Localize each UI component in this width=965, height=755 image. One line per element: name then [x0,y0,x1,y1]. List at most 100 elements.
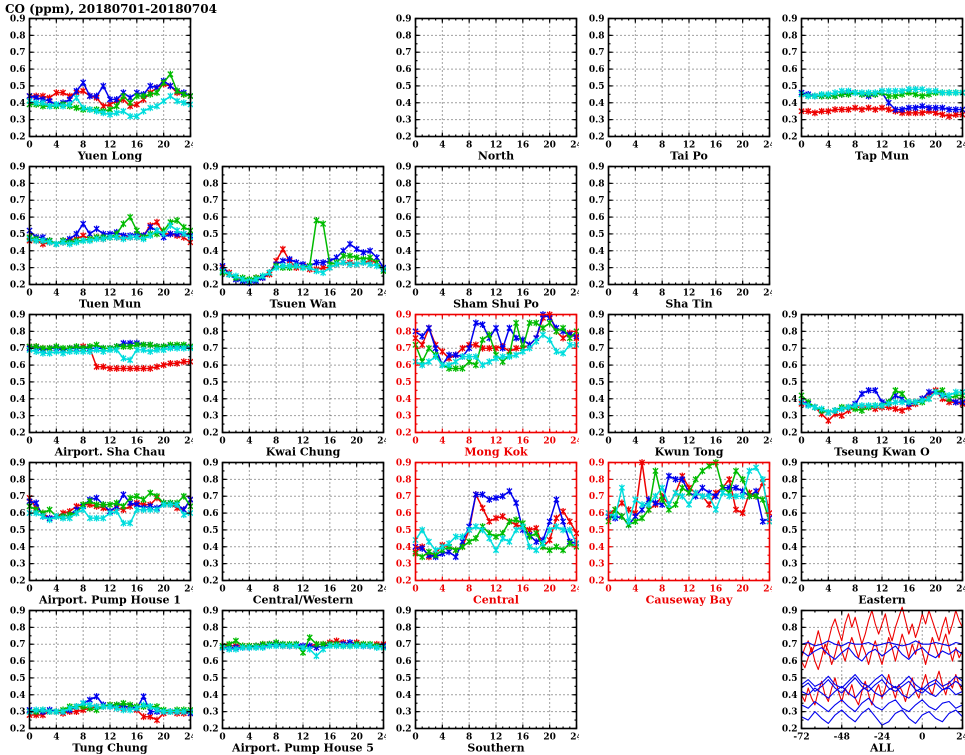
y-tick-label: 0.3 [396,116,412,126]
y-tick-label: 0.5 [396,378,412,388]
station-label-tung-chung: Tung Chung [72,742,147,755]
y-tick-label: 0.4 [203,395,219,405]
x-tick-label: 8 [659,585,665,595]
x-tick-label: 0 [919,733,925,743]
x-tick-label: 0 [605,289,611,299]
y-tick-label: 0.8 [396,327,412,337]
y-tick-label: 0.9 [396,15,412,25]
x-tick-label: 24 [570,585,579,595]
x-tick-label: 8 [852,141,858,151]
x-tick-label: 4 [246,585,252,595]
plot-svg-tsuen-wan: 0.2 0.3 0.4 0.5 0.6 0.7 0.8 0.9 0 4 8 12 16 20 24 Tsuen… [203,163,390,311]
y-tick-label: 0.4 [782,543,798,553]
y-tick-label: 0.3 [203,264,219,274]
plot-svg-eastern: 0.2 0.3 0.4 0.5 0.6 0.7 0.8 0.9 0 4 8 12 16 20 24 Easte… [782,459,965,607]
y-tick-label: 0.3 [782,560,798,570]
y-tick-label: 0.5 [589,378,605,388]
series-line-blue-3 [801,674,963,691]
x-tick-label: 20 [736,585,749,595]
y-tick-label: 0.2 [10,577,26,587]
series-markers-cyan [798,388,965,416]
station-label-central-western: Central/Western [253,594,353,607]
station-label-tap-mun: Tap Mun [855,150,909,163]
x-tick-label: 12 [104,437,117,447]
y-tick-label: 0.4 [396,691,412,701]
x-tick-label: 0 [412,733,418,743]
y-tick-label: 0.5 [782,378,798,388]
x-tick-label: 20 [543,585,556,595]
y-tick-label: 0.7 [396,344,412,354]
y-tick-label: 0.5 [589,82,605,92]
y-tick-label: 0.4 [589,99,605,109]
x-tick-label: 0 [798,585,804,595]
plot-svg-yuen-long: 0.2 0.3 0.4 0.5 0.6 0.7 0.8 0.9 0 4 8 12 16 20 24 Yuen … [10,15,197,163]
y-tick-label: 0.6 [10,361,26,371]
plot-north: 0.2 0.3 0.4 0.5 0.6 0.7 0.8 0.9 0 4 8 12 16 20 24 North [386,0,583,170]
plot-yuen-long: 0.2 0.3 0.4 0.5 0.6 0.7 0.8 0.9 0 4 8 12 16 20 24 Yuen … [0,0,197,170]
x-tick-label: 12 [104,141,117,151]
plot-svg-southern: 0.2 0.3 0.4 0.5 0.6 0.7 0.8 0.9 0 4 8 12 16 20 24 South… [396,607,583,755]
station-label-southern: Southern [467,742,524,755]
x-tick-label: 24 [377,437,386,447]
x-tick-label: 24 [570,733,579,743]
x-tick-label: 20 [157,289,170,299]
y-tick-label: 0.2 [589,281,605,291]
y-tick-label: 0.8 [396,31,412,41]
y-tick-label: 0.4 [203,691,219,701]
y-tick-label: 0.6 [10,65,26,75]
x-tick-label: 4 [246,289,252,299]
x-tick-label: 8 [466,437,472,447]
x-tick-label: 8 [80,437,86,447]
x-tick-label: 20 [736,437,749,447]
y-tick-label: 0.7 [782,48,798,58]
plot-tai-po: 0.2 0.3 0.4 0.5 0.6 0.7 0.8 0.9 0 4 8 12 16 20 24 Tai P… [579,0,776,170]
y-tick-label: 0.6 [782,65,798,75]
x-tick-label: 20 [543,733,556,743]
x-tick-label: 8 [466,141,472,151]
y-tick-label: 0.2 [203,577,219,587]
x-tick-label: 8 [659,289,665,299]
x-tick-label: 20 [157,141,170,151]
y-tick-label: 0.6 [589,509,605,519]
x-tick-label: 8 [80,141,86,151]
x-tick-label: 16 [710,585,723,595]
series-line-blue-4 [801,677,963,694]
y-tick-label: 0.4 [203,543,219,553]
x-tick-label: 12 [490,437,503,447]
x-tick-label: 4 [53,289,59,299]
y-tick-label: 0.2 [396,725,412,735]
x-tick-label: -72 [793,733,809,743]
y-tick-label: 0.8 [203,623,219,633]
station-label-sham-shui-po: Sham Shui Po [453,298,539,311]
station-label-all: ALL [869,742,894,755]
x-tick-label: 24 [956,585,965,595]
x-tick-label: 20 [929,585,942,595]
x-tick-label: 0 [219,733,225,743]
y-tick-label: 0.6 [203,213,219,223]
x-tick-label: 12 [876,141,889,151]
plot-svg-all: 0.2 0.3 0.4 0.5 0.6 0.7 0.8 0.9 -72 -48 -24 0 24 ALL [782,607,965,755]
plot-airport-pump-house-1: 0.20.30.40.50.60.70.80.904812162024Airpo… [0,444,197,614]
plot-sham-shui-po: 0.2 0.3 0.4 0.5 0.6 0.7 0.8 0.9 0 4 8 12 16 20 24 Sham … [386,148,583,318]
x-tick-label: 4 [246,437,252,447]
y-tick-label: 0.3 [203,708,219,718]
y-tick-label: 0.8 [589,31,605,41]
y-tick-label: 0.6 [589,65,605,75]
x-tick-label: 16 [324,733,337,743]
x-tick-label: 20 [543,289,556,299]
x-tick-label: 0 [26,585,32,595]
x-tick-label: 8 [80,289,86,299]
plot-kwai-chung: 0.2 0.3 0.4 0.5 0.6 0.7 0.8 0.9 0 4 8 12 16 20 24 Kwai … [193,296,390,466]
x-tick-label: 8 [273,733,279,743]
x-tick-label: 4 [632,141,638,151]
y-tick-label: 0.5 [10,230,26,240]
y-tick-label: 0.6 [10,657,26,667]
x-tick-label: 0 [605,437,611,447]
series-line-red-low [801,670,963,706]
y-tick-label: 0.8 [10,623,26,633]
station-label-tuen-mun: Tuen Mun [79,298,141,311]
x-tick-label: 0 [26,141,32,151]
y-tick-label: 0.7 [10,344,26,354]
y-tick-label: 0.7 [203,640,219,650]
x-tick-label: 8 [466,289,472,299]
